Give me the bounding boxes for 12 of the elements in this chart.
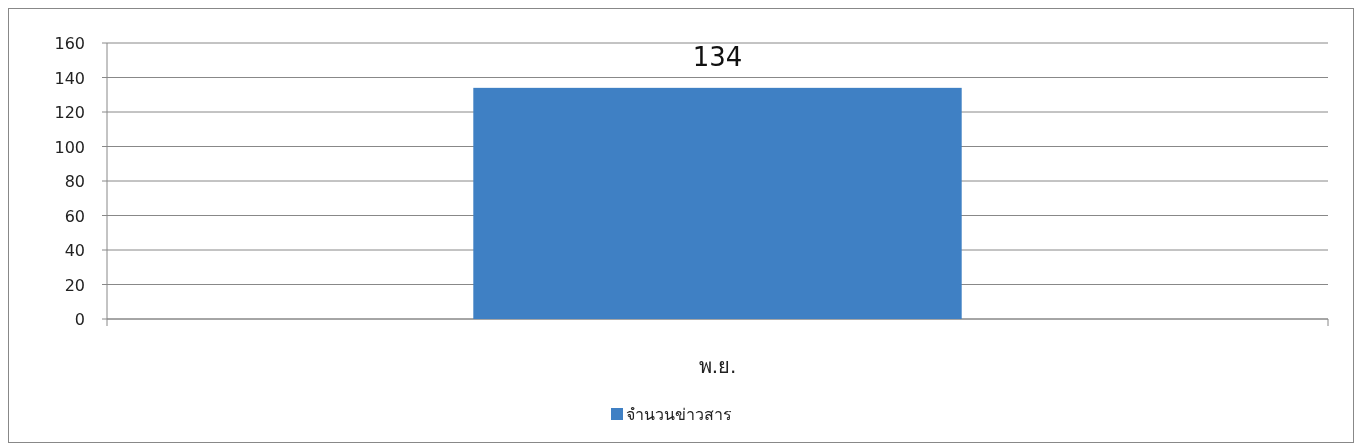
y-tick-label: 20 xyxy=(64,275,85,295)
x-tick-label: พ.ย. xyxy=(698,354,737,378)
y-tick-label: 100 xyxy=(54,137,85,157)
y-tick-label: 40 xyxy=(64,241,85,260)
data-label: 134 xyxy=(692,41,743,72)
y-tick-label: 140 xyxy=(54,68,85,88)
y-tick-label: 60 xyxy=(64,206,85,226)
y-tick-label: 120 xyxy=(54,103,85,122)
legend-label: จำนวนข่าวสาร xyxy=(626,405,732,424)
y-tick-label: 80 xyxy=(64,172,85,191)
y-tick-label: 160 xyxy=(54,34,85,53)
y-tick-label: 0 xyxy=(74,310,85,329)
